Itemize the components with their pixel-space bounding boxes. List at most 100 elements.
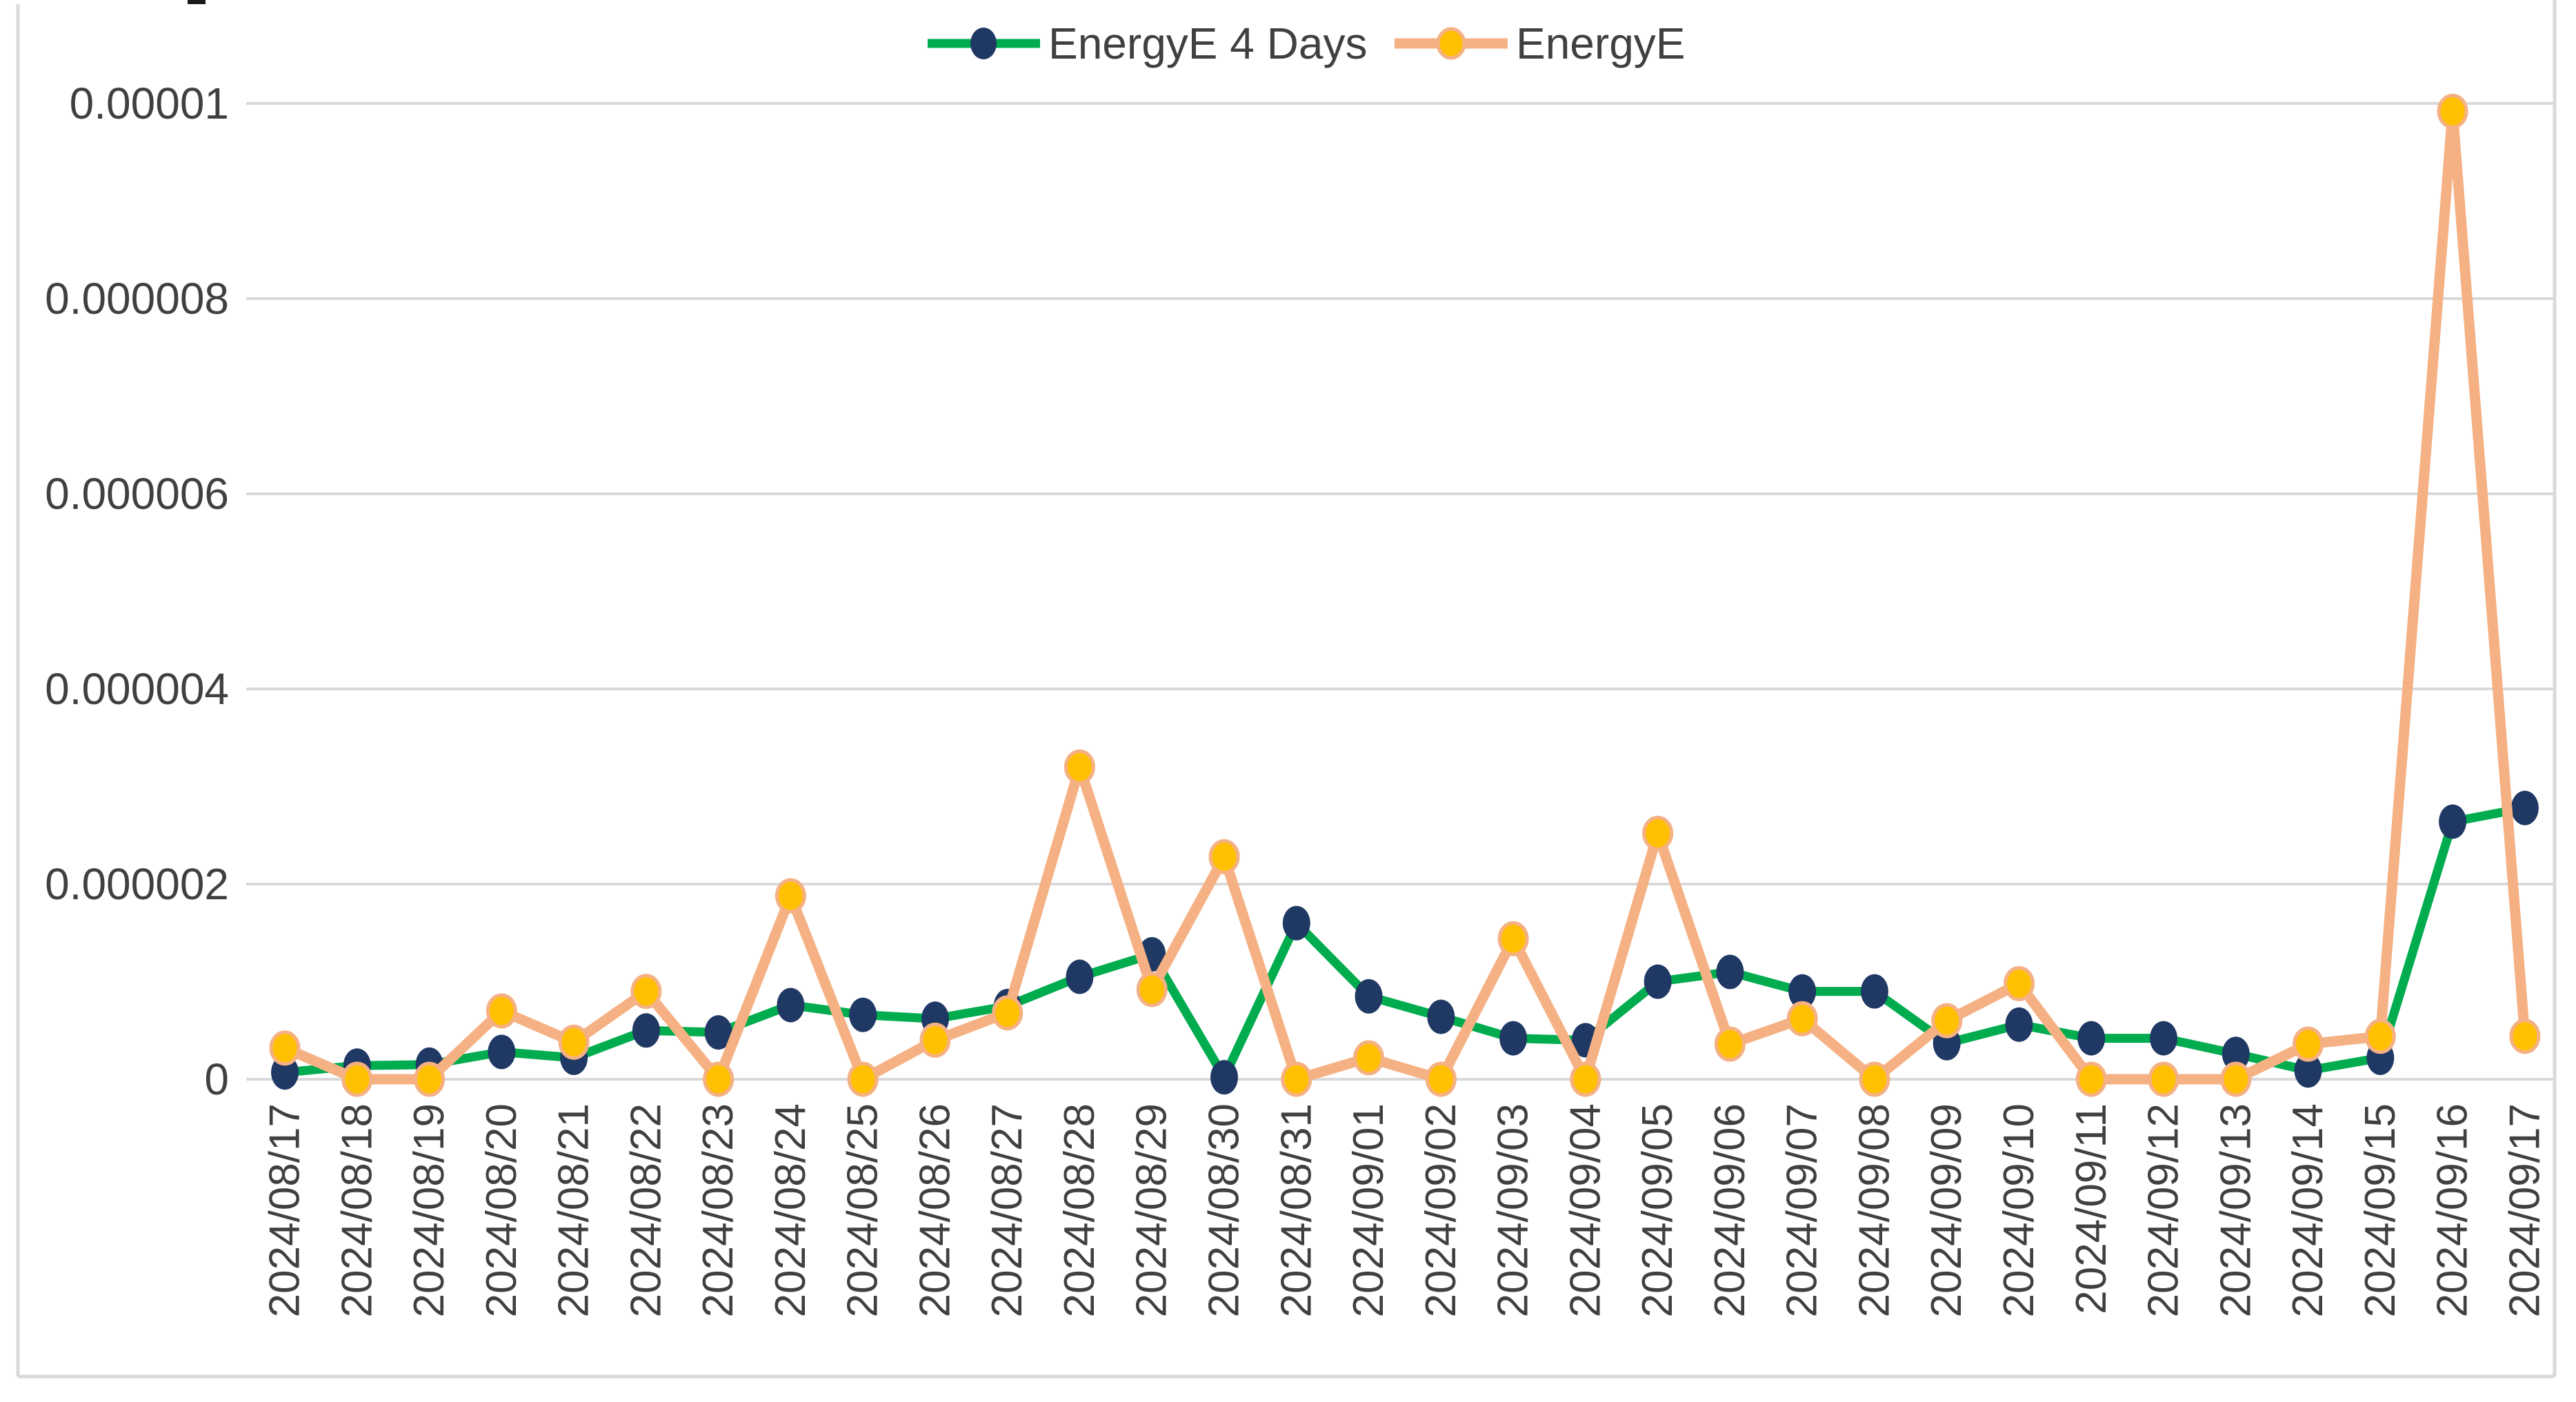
- y-axis-tick-label: 0.000002: [45, 859, 229, 909]
- data-point-marker: [777, 988, 805, 1023]
- x-axis-tick-label: 2024/08/28: [1056, 1103, 1104, 1317]
- x-axis-tick-label: 2024/09/14: [2284, 1103, 2332, 1317]
- data-point-marker: [1282, 905, 1310, 941]
- x-axis-tick-label: 2024/08/17: [261, 1103, 309, 1317]
- y-axis-tick-label: 0.000006: [45, 469, 229, 519]
- data-point-marker: [632, 1013, 660, 1048]
- x-axis-tick-label: 2024/09/03: [1490, 1103, 1537, 1317]
- y-axis-tick-label: 0.000008: [45, 274, 229, 323]
- data-point-marker: [2075, 1061, 2107, 1097]
- data-point-marker: [1353, 1040, 1385, 1076]
- x-axis-tick-label: 2024/09/09: [1923, 1103, 1970, 1317]
- data-point-marker: [488, 1034, 516, 1070]
- x-axis-tick-label: 2024/08/30: [1201, 1103, 1248, 1317]
- data-point-marker: [2439, 804, 2467, 839]
- data-point-marker: [486, 993, 517, 1029]
- data-point-marker: [1931, 1003, 1963, 1039]
- x-axis-tick-label: 2024/09/01: [1345, 1103, 1392, 1317]
- legend-marker-sample: [1436, 27, 1466, 60]
- series-line-energye-4-days: [280, 803, 2530, 1082]
- x-axis-tick-label: 2024/08/22: [622, 1103, 670, 1317]
- x-axis-tick-label: 2024/08/24: [767, 1103, 815, 1317]
- x-axis-tick-label: 2024/09/05: [1634, 1103, 1681, 1317]
- data-point-marker: [1860, 974, 1888, 1009]
- data-point-marker: [2005, 1007, 2033, 1042]
- data-point-marker: [1355, 979, 1383, 1014]
- legend-item-energye-4-days[interactable]: EnergyE 4 Days: [928, 19, 1367, 68]
- x-axis-tick-label: 2024/09/02: [1417, 1103, 1465, 1317]
- data-point-marker: [2364, 1019, 2396, 1054]
- series-line-energye: [279, 106, 2530, 1085]
- x-axis-tick-label: 2024/09/12: [2140, 1103, 2188, 1317]
- x-axis-tick-label: 2024/08/25: [839, 1103, 887, 1317]
- data-point-marker: [1210, 1060, 1239, 1095]
- data-point-marker: [2148, 1061, 2179, 1097]
- data-point-marker: [1499, 1021, 1528, 1056]
- data-point-marker: [1788, 974, 1817, 1009]
- data-point-marker: [2293, 1026, 2324, 1062]
- x-axis-tick-label: 2024/08/20: [478, 1103, 526, 1317]
- legend-label: EnergyE 4 Days: [1048, 19, 1367, 68]
- data-point-marker: [2003, 965, 2035, 1001]
- x-axis-tick-label: 2024/08/27: [984, 1103, 1031, 1317]
- data-point-marker: [2150, 1021, 2178, 1056]
- data-point-marker: [847, 1061, 879, 1097]
- x-axis-tick-label: 2024/09/11: [2068, 1103, 2115, 1314]
- x-axis-tick-label: 2024/09/10: [1995, 1103, 2043, 1317]
- data-point-marker: [341, 1061, 373, 1097]
- data-point-marker: [1136, 972, 1168, 1008]
- data-point-marker: [703, 1061, 735, 1097]
- x-axis-tick-label: 2024/08/19: [406, 1103, 453, 1317]
- y-axis-tick-label: 0.00001: [70, 79, 229, 128]
- data-point-marker: [1281, 1061, 1312, 1097]
- data-point-marker: [2220, 1061, 2252, 1097]
- cropped-text-fragment: [188, 0, 206, 4]
- x-axis-tick-label: 2024/08/23: [695, 1103, 742, 1317]
- y-axis-tick-label: 0.000004: [45, 664, 229, 714]
- data-point-marker: [1859, 1061, 1890, 1097]
- data-point-marker: [1064, 749, 1095, 785]
- x-axis-tick-label: 2024/09/06: [1706, 1103, 1754, 1317]
- x-axis-tick-label: 2024/09/13: [2212, 1103, 2259, 1317]
- x-axis-tick-label: 2024/09/08: [1850, 1103, 1898, 1317]
- data-point-marker: [1570, 1061, 1601, 1097]
- data-point-marker: [2510, 790, 2539, 825]
- data-point-marker: [1786, 1001, 1818, 1037]
- data-point-marker: [1714, 1026, 1746, 1062]
- data-point-marker: [1427, 999, 1455, 1034]
- data-point-marker: [1425, 1061, 1457, 1097]
- data-point-marker: [2077, 1021, 2106, 1056]
- data-point-marker: [558, 1024, 590, 1060]
- data-point-marker: [1716, 954, 1744, 990]
- data-point-marker: [1208, 839, 1240, 874]
- x-axis-tick-label: 2024/08/26: [911, 1103, 959, 1317]
- data-point-marker: [1644, 964, 1672, 999]
- x-axis-tick-label: 2024/08/21: [550, 1103, 598, 1317]
- data-point-marker: [992, 995, 1024, 1031]
- x-axis-tick-label: 2024/08/18: [333, 1103, 381, 1317]
- data-point-marker: [414, 1061, 446, 1097]
- data-point-marker: [775, 878, 806, 914]
- data-point-marker: [1497, 921, 1529, 957]
- y-axis-tick-label: 0: [204, 1054, 229, 1104]
- data-point-marker: [919, 1022, 951, 1058]
- x-axis-tick-label: 2024/09/15: [2357, 1103, 2404, 1317]
- data-point-marker: [1642, 815, 1674, 851]
- legend-item-energye[interactable]: EnergyE: [1395, 19, 1685, 68]
- data-point-marker: [849, 997, 877, 1032]
- data-point-marker: [2221, 1037, 2250, 1072]
- data-point-marker: [269, 1030, 301, 1066]
- data-point-marker: [2294, 1053, 2322, 1088]
- x-axis-tick-label: 2024/08/29: [1128, 1103, 1176, 1317]
- legend-marker-sample: [970, 28, 997, 59]
- legend-label: EnergyE: [1516, 19, 1685, 68]
- data-point-marker: [1066, 959, 1094, 994]
- data-point-marker: [704, 1015, 732, 1050]
- x-axis-tick-label: 2024/09/07: [1779, 1103, 1826, 1317]
- x-axis-tick-label: 2024/09/16: [2429, 1103, 2477, 1317]
- data-point-marker: [2437, 93, 2468, 129]
- data-point-marker: [2509, 1019, 2541, 1054]
- x-axis-tick-label: 2024/09/04: [1561, 1103, 1609, 1317]
